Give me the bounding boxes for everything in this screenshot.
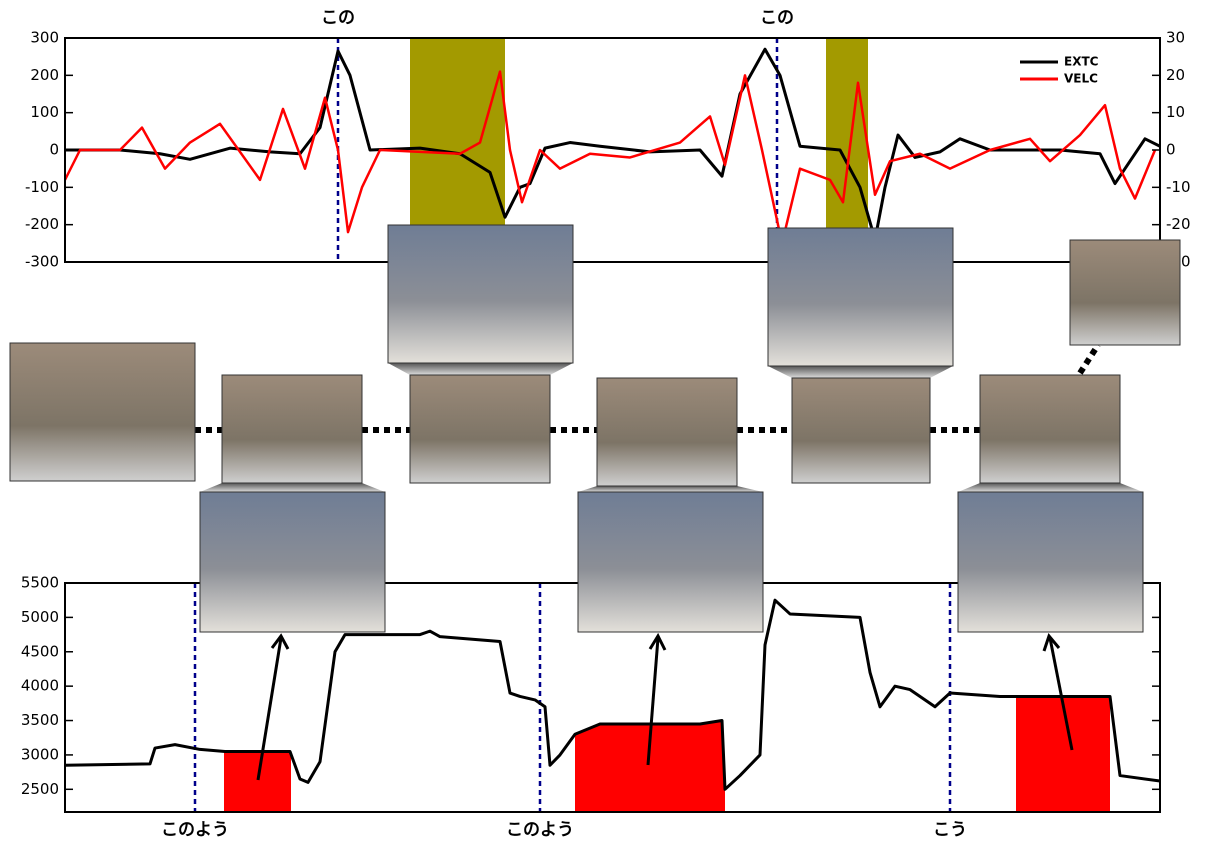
dotted-link: [1080, 345, 1098, 373]
y-tick-label: -300: [25, 253, 59, 271]
y-tick-label: 3000: [21, 745, 59, 763]
video-closeup: [200, 492, 385, 632]
video-closeup: [768, 228, 953, 366]
y2-tick-label: -20: [1166, 215, 1191, 233]
video-closeup: [958, 492, 1143, 632]
video-frame: [1070, 240, 1180, 345]
chart: このこの-300-200-1000100200300-30-20-1001020…: [25, 8, 1191, 271]
video-frame: [792, 378, 930, 483]
video-frame: [597, 378, 737, 486]
video-frame: [410, 375, 550, 483]
y2-tick-label: 0: [1166, 141, 1176, 159]
y-tick-label: 5000: [21, 608, 59, 626]
y2-tick-label: 30: [1166, 29, 1185, 47]
video-closeup: [388, 225, 573, 363]
video-frame: [222, 375, 362, 483]
video-frame: [980, 375, 1120, 483]
zoom-connector: [200, 483, 385, 492]
figure: このこの-300-200-1000100200300-30-20-1001020…: [0, 0, 1210, 843]
legend-label: EXTC: [1064, 55, 1099, 69]
y-tick-label: 300: [30, 29, 59, 47]
marker-label: このよう: [161, 820, 229, 840]
video-closeup: [578, 492, 763, 632]
y-tick-label: -100: [25, 178, 59, 196]
legend-label: VELC: [1064, 72, 1098, 86]
data-line: [65, 49, 1160, 239]
y-tick-label: 3500: [21, 711, 59, 729]
y-tick-label: 5500: [21, 574, 59, 592]
marker-label: この: [760, 8, 794, 28]
y-tick-label: 2500: [21, 780, 59, 798]
y-tick-label: 4000: [21, 677, 59, 695]
y-tick-label: -200: [25, 215, 59, 233]
y-tick-label: 200: [30, 66, 59, 84]
video-frame: [10, 343, 195, 481]
y2-tick-label: -10: [1166, 178, 1191, 196]
data-line: [65, 72, 1155, 244]
zoom-connector: [958, 483, 1143, 492]
y-tick-label: 0: [49, 141, 59, 159]
marker-label: こう: [933, 820, 967, 840]
y2-tick-label: 20: [1166, 66, 1185, 84]
zoom-connector: [578, 486, 763, 492]
y-tick-label: 100: [30, 103, 59, 121]
marker-label: この: [321, 8, 355, 28]
y2-tick-label: 10: [1166, 103, 1185, 121]
y-tick-label: 4500: [21, 642, 59, 660]
zoom-connector: [768, 366, 953, 378]
marker-label: このよう: [506, 820, 574, 840]
zoom-connector: [388, 363, 573, 375]
